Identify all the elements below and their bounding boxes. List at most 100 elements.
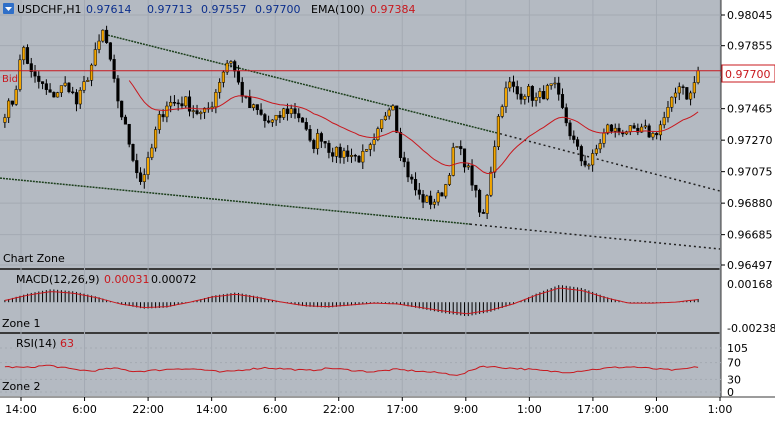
candle-up	[210, 106, 214, 109]
candle-down	[632, 125, 636, 129]
rsi-line	[4, 364, 699, 376]
trendline-solid	[107, 34, 501, 135]
candle-down	[429, 195, 433, 205]
candle-down	[579, 146, 583, 162]
candle-up	[101, 29, 105, 42]
candle-down	[331, 152, 335, 157]
candle-up	[154, 129, 158, 149]
candle-up	[289, 108, 293, 114]
candle-down	[131, 144, 135, 161]
candle-up	[349, 155, 354, 157]
zone-1-label: Zone 1	[2, 317, 41, 330]
candle-down	[176, 102, 180, 105]
candle-up	[225, 62, 229, 73]
chart-zone-label: Chart Zone	[3, 252, 65, 265]
candle-up	[93, 49, 97, 66]
candle-up	[251, 104, 256, 109]
candle-up	[466, 165, 470, 168]
time-tick-label: 22:00	[323, 403, 355, 416]
candle-down	[308, 129, 312, 141]
candle-up	[496, 116, 501, 147]
candle-down	[71, 91, 75, 94]
candle-up	[451, 147, 455, 176]
candle-up	[673, 92, 678, 98]
candle-down	[44, 83, 48, 90]
candle-down	[560, 94, 565, 108]
candle-down	[481, 212, 485, 214]
candle-down	[304, 122, 308, 130]
macd-signal-line	[4, 287, 699, 315]
candle-up	[56, 92, 60, 98]
candle-down	[515, 86, 519, 95]
candle-down	[293, 108, 297, 114]
candle-down	[25, 47, 30, 64]
candle-down	[278, 114, 282, 118]
main-panel-background	[0, 0, 721, 268]
candle-up	[214, 92, 218, 108]
macd-histogram	[4, 285, 699, 317]
candle-up	[432, 201, 436, 205]
candle-up	[218, 82, 222, 93]
candle-up	[670, 96, 674, 108]
candle-down	[413, 179, 418, 191]
trendlines	[0, 34, 721, 250]
time-tick-label: 9:00	[453, 403, 478, 416]
candle-down	[187, 96, 192, 112]
candle-down	[127, 123, 131, 145]
candle-down	[542, 91, 546, 100]
candle-up	[59, 85, 63, 93]
candle-down	[353, 155, 357, 157]
candle-down	[300, 117, 305, 123]
candle-down	[312, 140, 316, 149]
candle-down	[636, 127, 640, 133]
candle-down	[233, 61, 237, 72]
candle-up	[594, 148, 598, 154]
candle-up	[169, 101, 173, 107]
time-tick-label: 14:00	[5, 403, 37, 416]
price-tick-label: 0.97855	[727, 40, 773, 53]
candle-up	[628, 125, 632, 132]
macd-label: MACD(12,26,9)	[16, 273, 100, 286]
candle-down	[357, 155, 361, 163]
chart-header: USDCHF,H1 0.97614 0.97713 0.97557 0.9770…	[3, 3, 416, 16]
macd-tick-label: 0.00168	[727, 278, 773, 291]
rsi-tick-label: 30	[727, 373, 741, 386]
candle-down	[112, 59, 116, 79]
rsi-tick-label: 0	[727, 386, 734, 399]
candle-down	[474, 184, 478, 191]
bid-price-value: 0.97700	[725, 68, 771, 81]
candle-down	[108, 42, 112, 60]
macd-value-1: 0.00031	[104, 273, 150, 286]
trendline-solid	[0, 177, 471, 225]
candle-up	[508, 81, 512, 89]
candle-down	[52, 92, 56, 98]
candle-up	[97, 40, 101, 50]
candle-up	[18, 59, 22, 90]
candle-down	[195, 110, 199, 114]
candle-up	[368, 144, 372, 150]
candle-up	[270, 119, 274, 123]
candle-up	[500, 106, 504, 117]
rsi-tick-label: 70	[727, 357, 741, 370]
candle-up	[696, 70, 700, 83]
trendline-extension	[469, 223, 721, 250]
time-tick-label: 17:00	[386, 403, 418, 416]
high-value: 0.97713	[147, 3, 193, 16]
candle-down	[398, 132, 403, 158]
rsi-panel-background	[0, 334, 721, 396]
candle-up	[598, 143, 602, 150]
candle-down	[530, 86, 534, 101]
low-value: 0.97557	[201, 3, 247, 16]
candle-down	[285, 108, 290, 114]
candle-down	[29, 63, 33, 72]
candle-down	[410, 176, 414, 180]
candle-up	[146, 157, 150, 175]
time-tick-label: 14:00	[196, 403, 228, 416]
bid-price-tag	[721, 64, 775, 83]
candle-up	[493, 146, 497, 173]
candle-up	[643, 125, 647, 128]
chevron-down-icon	[5, 7, 12, 11]
candle-up	[86, 80, 90, 82]
